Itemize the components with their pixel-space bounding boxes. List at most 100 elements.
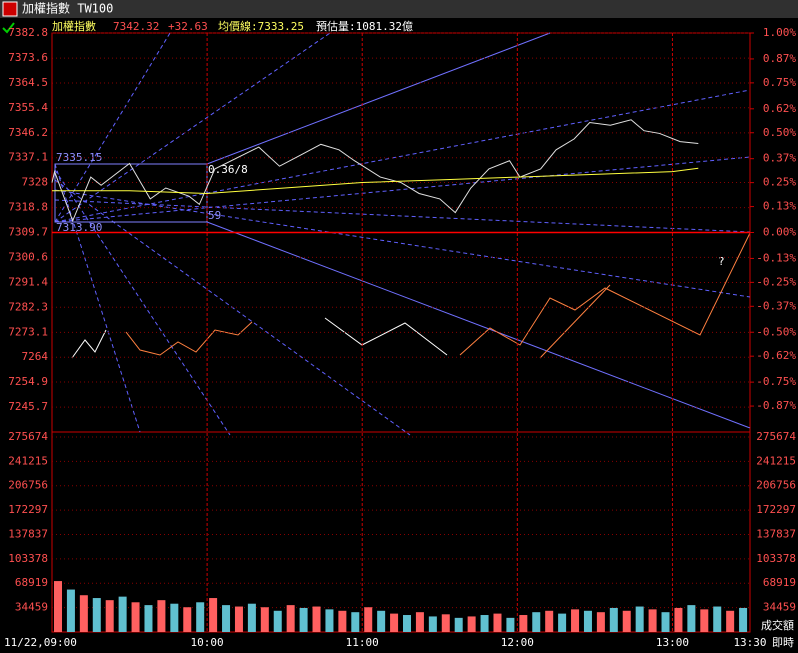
y-tick-label: 172297 [8,503,48,516]
y-tick-label: 68919 [15,576,48,589]
now-label: 即時 [772,636,794,649]
volume-bar [105,600,114,632]
check-icon [2,22,15,34]
volume-bar [571,609,580,632]
y2-tick-label: 0.25% [763,176,796,189]
y-tick-label: 241215 [8,454,48,467]
volume-bar [312,606,321,632]
app-icon [2,1,18,17]
y-tick-label: 7346.2 [8,126,48,139]
header-change: +32.63 [168,20,208,33]
trend-line [206,32,551,165]
volume-bar [325,609,334,632]
drawing [324,317,448,356]
y2-tick-label: 275674 [756,430,796,443]
y2-tick-label: -0.75% [756,375,796,388]
y-tick-label: 7291.4 [8,275,48,288]
volume-bar [454,617,463,632]
drawing [539,284,611,359]
volume-bar [726,610,735,632]
volume-bar [609,607,618,632]
volume-bar [661,612,670,632]
annotation-low: 7313.90 [56,221,102,234]
price-line [51,119,699,223]
x-tick-label: 13:30 [733,636,766,649]
volume-bar [209,598,218,632]
y-tick-label: 7373.6 [8,51,48,64]
y-tick-label: 137837 [8,528,48,541]
volume-bar [739,607,748,632]
y-tick-label: 7318.8 [8,201,48,214]
x-tick-label: 11:00 [346,636,379,649]
annotation-ratio: 0.36/8 [208,163,248,176]
volume-bar [247,603,256,632]
y-tick-label: 7245.7 [8,400,48,413]
y2-tick-label: 172297 [756,503,796,516]
annotation-high: 7335.15 [56,151,102,164]
volume-bar [144,605,153,632]
volume-bar [273,610,282,632]
y-tick-label: 34459 [15,601,48,614]
volume-bar [648,609,657,632]
x-tick-label: 13:00 [656,636,689,649]
volume-bar [700,609,709,632]
header-estimate: 預估量:1081.32億 [316,20,413,33]
header-name: 加權指數 [52,19,96,33]
drawing [71,329,107,359]
volume-bar [66,589,75,632]
volume-bar [596,612,605,632]
y2-tick-label: 0.13% [763,200,796,213]
annotation-mark: ? [718,255,725,268]
volume-bar [183,607,192,632]
volume-bar [260,607,269,632]
volume-bar [403,615,411,632]
volume-bar [480,615,489,632]
y2-tick-label: -0.50% [756,325,796,338]
volume-bar [157,600,166,632]
y-tick-label: 7309.7 [8,226,48,239]
volume-bar [583,610,592,632]
drawing [125,321,253,356]
y2-tick-label: 1.00% [763,26,796,39]
title-bar [0,0,798,18]
volume-bar [222,605,231,632]
volume-bar [234,606,243,632]
price-line [52,167,699,194]
volume-bar [532,612,541,632]
y2-tick-label: -0.13% [756,251,796,264]
volume-bar [687,605,696,632]
header-price: 7342.32 [113,20,159,33]
y-tick-label: 7337.1 [8,151,48,164]
y-tick-label: 7364.5 [8,76,48,89]
window-title: 加權指數 TW100 [22,1,113,16]
volume-bar [377,610,386,632]
y2-tick-label: 0.75% [763,76,796,89]
y2-tick-label: 0.62% [763,102,796,115]
volume-bar [92,598,101,632]
y-axis-label: 成交額 [761,618,794,632]
volume-bar [622,610,631,632]
volume-bar [338,610,347,632]
y2-tick-label: -0.87% [756,399,796,412]
volume-bar [364,607,373,632]
y2-tick-label: -0.37% [756,299,796,312]
y2-tick-label: 0.00% [763,226,796,239]
volume-bar [713,606,722,632]
y2-tick-label: 68919 [763,576,796,589]
volume-bar [79,595,88,632]
volume-bar [54,581,62,632]
volume-bar [428,616,437,632]
y-tick-label: 7264 [22,350,49,363]
y2-tick-label: 206756 [756,479,796,492]
x-tick-label: 10:00 [191,636,224,649]
y2-tick-label: -0.25% [756,275,796,288]
y2-tick-label: 0.87% [763,52,796,65]
trend-line [206,221,751,429]
fan-lines [54,32,751,436]
volume-bar [170,603,179,632]
y-tick-label: 275674 [8,430,48,443]
y-tick-label: 7300.6 [8,250,48,263]
volume-bar [558,613,567,632]
volume-bar [674,607,683,632]
